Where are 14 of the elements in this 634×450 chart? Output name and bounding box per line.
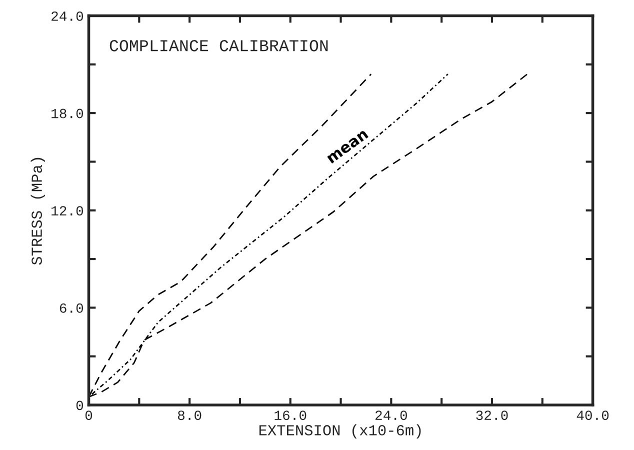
x-tick-label: 32.0 [476, 410, 508, 420]
y-axis-title: STRESS (MPa) [30, 158, 45, 265]
y-tick-label: 24.0 [52, 11, 84, 21]
x-tick-label: 0 [85, 410, 92, 420]
text: COMPLIANCE CALIBRATION [110, 40, 328, 52]
y-tick-label: 12.0 [52, 206, 84, 216]
x-tick-label: 40.0 [576, 410, 609, 420]
y-tick-label: 18.0 [52, 108, 84, 118]
x-tick-label: 16.0 [274, 410, 306, 420]
y-tick-label: 6.0 [60, 303, 84, 313]
x-axis-title: EXTENSION (x10-6m) [259, 424, 421, 438]
x-tick-label: 8.0 [178, 410, 202, 420]
y-tick-label: 0 [76, 400, 84, 410]
x-tick-label: 24.0 [375, 410, 407, 420]
